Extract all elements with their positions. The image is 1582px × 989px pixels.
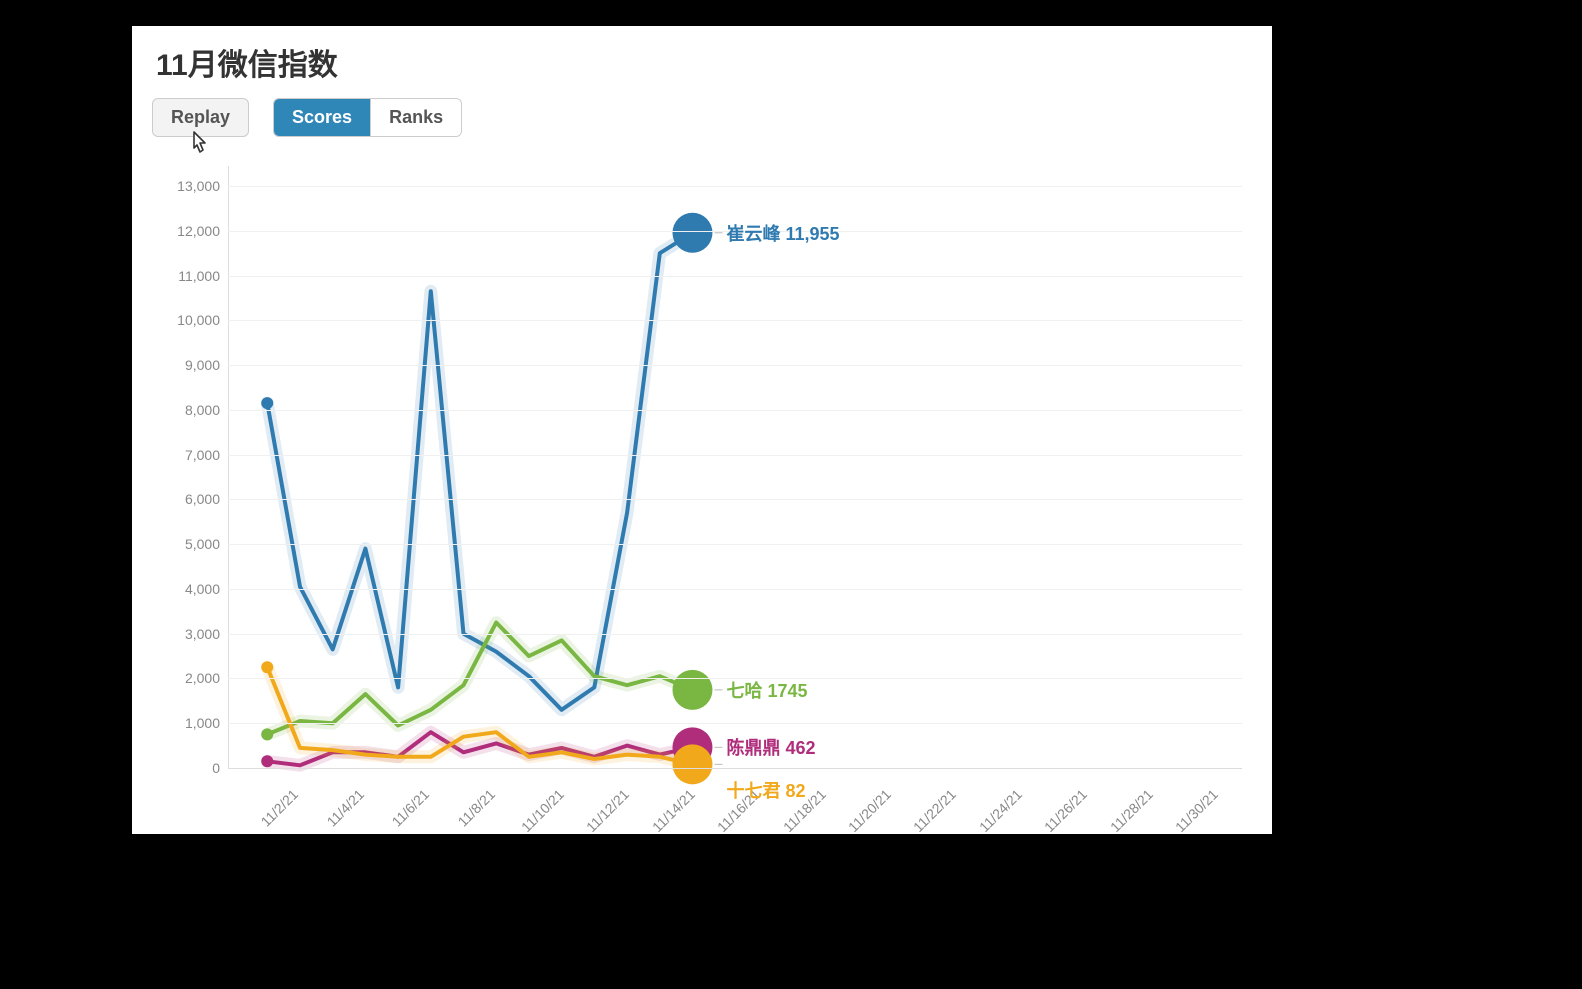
y-tick-label: 8,000 (185, 402, 220, 418)
segment-ranks[interactable]: Ranks (370, 99, 461, 136)
gridline (228, 320, 1242, 321)
gridline (228, 276, 1242, 277)
y-tick-label: 9,000 (185, 357, 220, 373)
gridline (228, 410, 1242, 411)
y-tick-label: 1,000 (185, 715, 220, 731)
y-tick-label: 11,000 (178, 268, 220, 284)
replay-button[interactable]: Replay (152, 98, 249, 137)
x-axis (228, 768, 1242, 769)
gridline (228, 499, 1242, 500)
series-end-label-qiha: 七哈 1745 (726, 677, 807, 703)
y-tick-label: 4,000 (185, 581, 220, 597)
y-tick-label: 2,000 (185, 670, 220, 686)
gridline (228, 365, 1242, 366)
series-start-marker-shiqi (261, 661, 273, 673)
segment-scores[interactable]: Scores (274, 99, 370, 136)
y-tick-label: 5,000 (185, 536, 220, 552)
gridline (228, 544, 1242, 545)
series-start-marker-chen (261, 755, 273, 767)
view-segmented-control: Scores Ranks (273, 98, 462, 137)
series-end-label-cui: 崔云峰 11,955 (726, 220, 839, 246)
gridline (228, 723, 1242, 724)
series-glow-cui (267, 233, 692, 710)
gridline (228, 455, 1242, 456)
controls-row: Replay Scores Ranks (152, 98, 462, 137)
y-tick-label: 6,000 (185, 491, 220, 507)
y-tick-label: 0 (212, 760, 220, 776)
series-end-label-chen: 陈鼎鼎 462 (726, 734, 815, 760)
plot-area (152, 166, 1252, 806)
series-start-marker-cui (261, 397, 273, 409)
chart-panel: 11月微信指数 Replay Scores Ranks 0 1,000 2,000 3… (132, 26, 1272, 834)
y-tick-label: 12,000 (177, 223, 220, 239)
y-tick-label: 13,000 (177, 178, 220, 194)
gridline (228, 186, 1242, 187)
line-chart: 0 1,000 2,000 3,000 4,000 5,000 6,000 7,000 8,00… (152, 166, 1252, 806)
series-start-marker-qiha (261, 728, 273, 740)
y-tick-label: 10,000 (177, 312, 220, 328)
page-title: 11月微信指数 (156, 40, 338, 84)
series-end-marker-qiha (672, 670, 712, 710)
gridline (228, 589, 1242, 590)
gridline (228, 634, 1242, 635)
y-tick-label: 3,000 (185, 626, 220, 642)
y-tick-label: 7,000 (185, 447, 220, 463)
series-end-marker-shiqi (672, 744, 712, 784)
series-end-label-shiqi: 十七君 82 (726, 777, 805, 803)
series-end-marker-cui (672, 213, 712, 253)
